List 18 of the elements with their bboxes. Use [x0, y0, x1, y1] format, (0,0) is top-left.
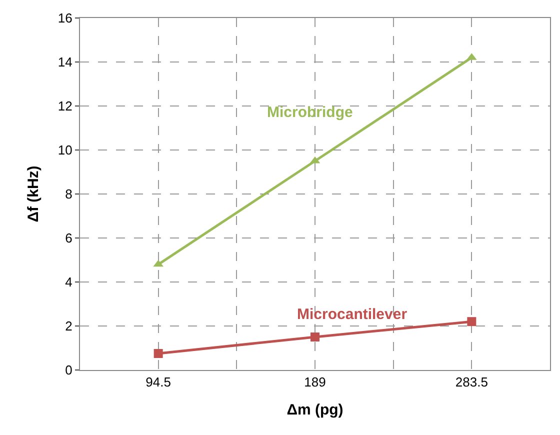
- x-tick-label: 189: [304, 374, 326, 390]
- x-tick-label: 94.5: [146, 374, 171, 390]
- series-label: Microcantilever: [297, 306, 408, 323]
- y-tick-label: 16: [58, 10, 72, 26]
- point: [154, 349, 163, 358]
- y-tick-label: 4: [65, 274, 72, 290]
- x-tick-label: 283.5: [455, 374, 488, 390]
- point: [467, 317, 476, 326]
- y-tick-label: 8: [65, 186, 72, 202]
- point: [310, 332, 320, 342]
- y-axis-title: Δf (kHz): [25, 166, 42, 222]
- y-tick-label: 6: [65, 230, 72, 246]
- y-tick-label: 14: [58, 54, 72, 70]
- x-axis-title: Δm (pg): [286, 402, 344, 419]
- y-tick-label: 0: [65, 362, 72, 378]
- y-tick-label: 10: [58, 142, 72, 158]
- y-tick-label: 2: [65, 318, 72, 334]
- y-tick-label: 12: [58, 98, 72, 114]
